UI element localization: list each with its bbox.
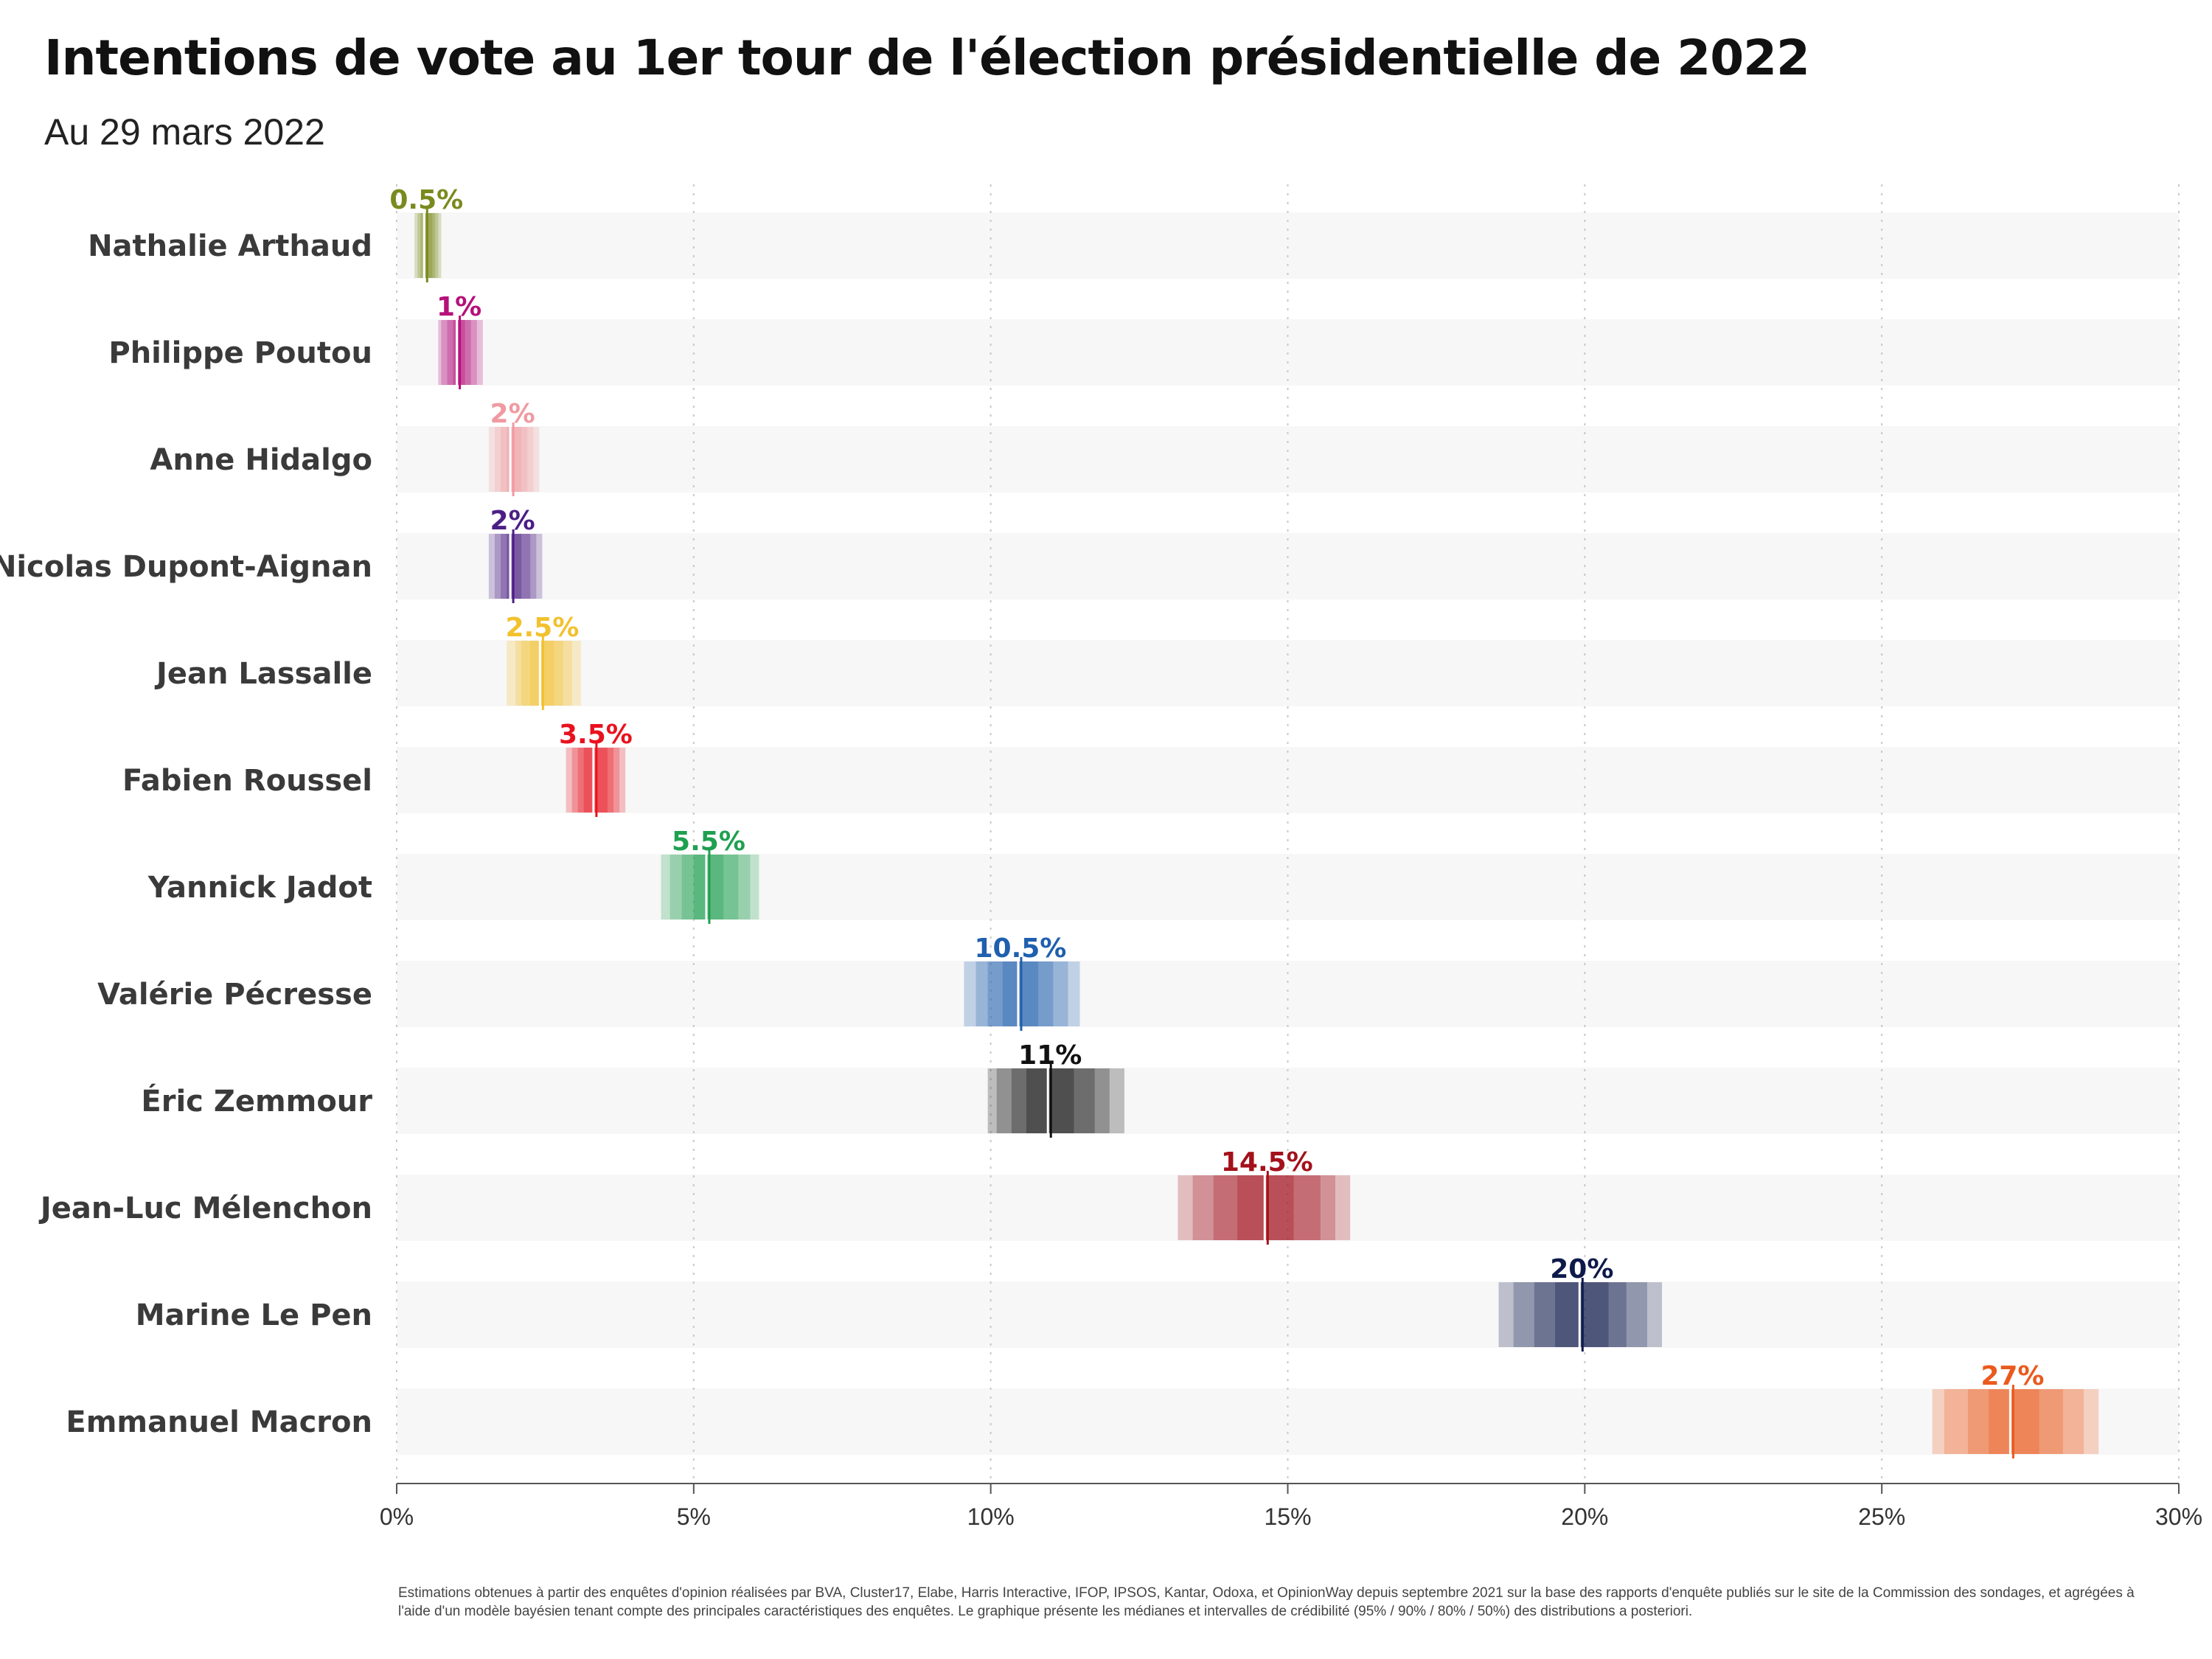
- chart-subtitle: Au 29 mars 2022: [44, 111, 325, 153]
- value-label: 14.5%: [1221, 1147, 1313, 1178]
- value-label: 0.5%: [389, 185, 463, 215]
- candidate-label: Anne Hidalgo: [150, 443, 372, 477]
- chart-title: Intentions de vote au 1er tour de l'élec…: [44, 29, 1810, 86]
- value-label: 10.5%: [974, 933, 1066, 964]
- row-band: [397, 854, 2179, 920]
- value-label: 27%: [1980, 1361, 2044, 1391]
- candidate-label: Jean-Luc Mélenchon: [38, 1192, 372, 1225]
- interval-90-bar: [494, 534, 537, 599]
- x-tick-label: 25%: [1858, 1503, 1905, 1530]
- candidate-label: Nathalie Arthaud: [88, 229, 372, 263]
- x-tick-label: 0%: [380, 1503, 414, 1530]
- value-label: 2%: [490, 399, 535, 429]
- candidate-label: Philippe Poutou: [108, 336, 372, 370]
- candidate-label: Fabien Roussel: [122, 764, 372, 798]
- value-label: 2.5%: [505, 613, 579, 643]
- candidate-label: Yannick Jadot: [147, 871, 372, 905]
- value-label: 2%: [490, 506, 535, 536]
- candidate-label: Valérie Pécresse: [97, 978, 372, 1012]
- candidate-label: Éric Zemmour: [141, 1083, 372, 1119]
- methodology-note: Estimations obtenues à partir des enquêt…: [398, 1585, 2135, 1619]
- interval-95-bar: [987, 1068, 1124, 1133]
- candidate-label: Emmanuel Macron: [66, 1405, 372, 1439]
- interval-80-bar: [500, 534, 531, 599]
- row-band: [397, 747, 2179, 813]
- interval-80-bar: [1011, 1068, 1095, 1133]
- candidate-label: Marine Le Pen: [136, 1298, 372, 1332]
- x-tick-label: 5%: [677, 1503, 711, 1530]
- interval-chart: 0.5% Nathalie Arthaud 1% Philippe Poutou 2% A…: [0, 184, 2202, 1530]
- x-tick-label: 15%: [1264, 1503, 1311, 1530]
- value-label: 5.5%: [672, 827, 745, 857]
- value-label: 20%: [1550, 1254, 1613, 1284]
- candidate-label: Jean Lassalle: [154, 657, 372, 691]
- value-label: 3.5%: [559, 720, 633, 750]
- row-band: [397, 1388, 2179, 1455]
- interval-95-bar: [1932, 1389, 2099, 1454]
- interval-90-bar: [996, 1068, 1110, 1133]
- value-label: 11%: [1018, 1040, 1082, 1071]
- value-label: 1%: [437, 292, 481, 322]
- x-tick-label: 10%: [967, 1503, 1015, 1530]
- candidate-label: Nicolas Dupont-Aignan: [0, 550, 372, 584]
- interval-80-bar: [1967, 1389, 2063, 1454]
- x-tick-label: 20%: [1561, 1503, 1608, 1530]
- row-band: [397, 212, 2179, 279]
- x-tick-label: 30%: [2155, 1503, 2202, 1530]
- interval-95-bar: [488, 534, 543, 599]
